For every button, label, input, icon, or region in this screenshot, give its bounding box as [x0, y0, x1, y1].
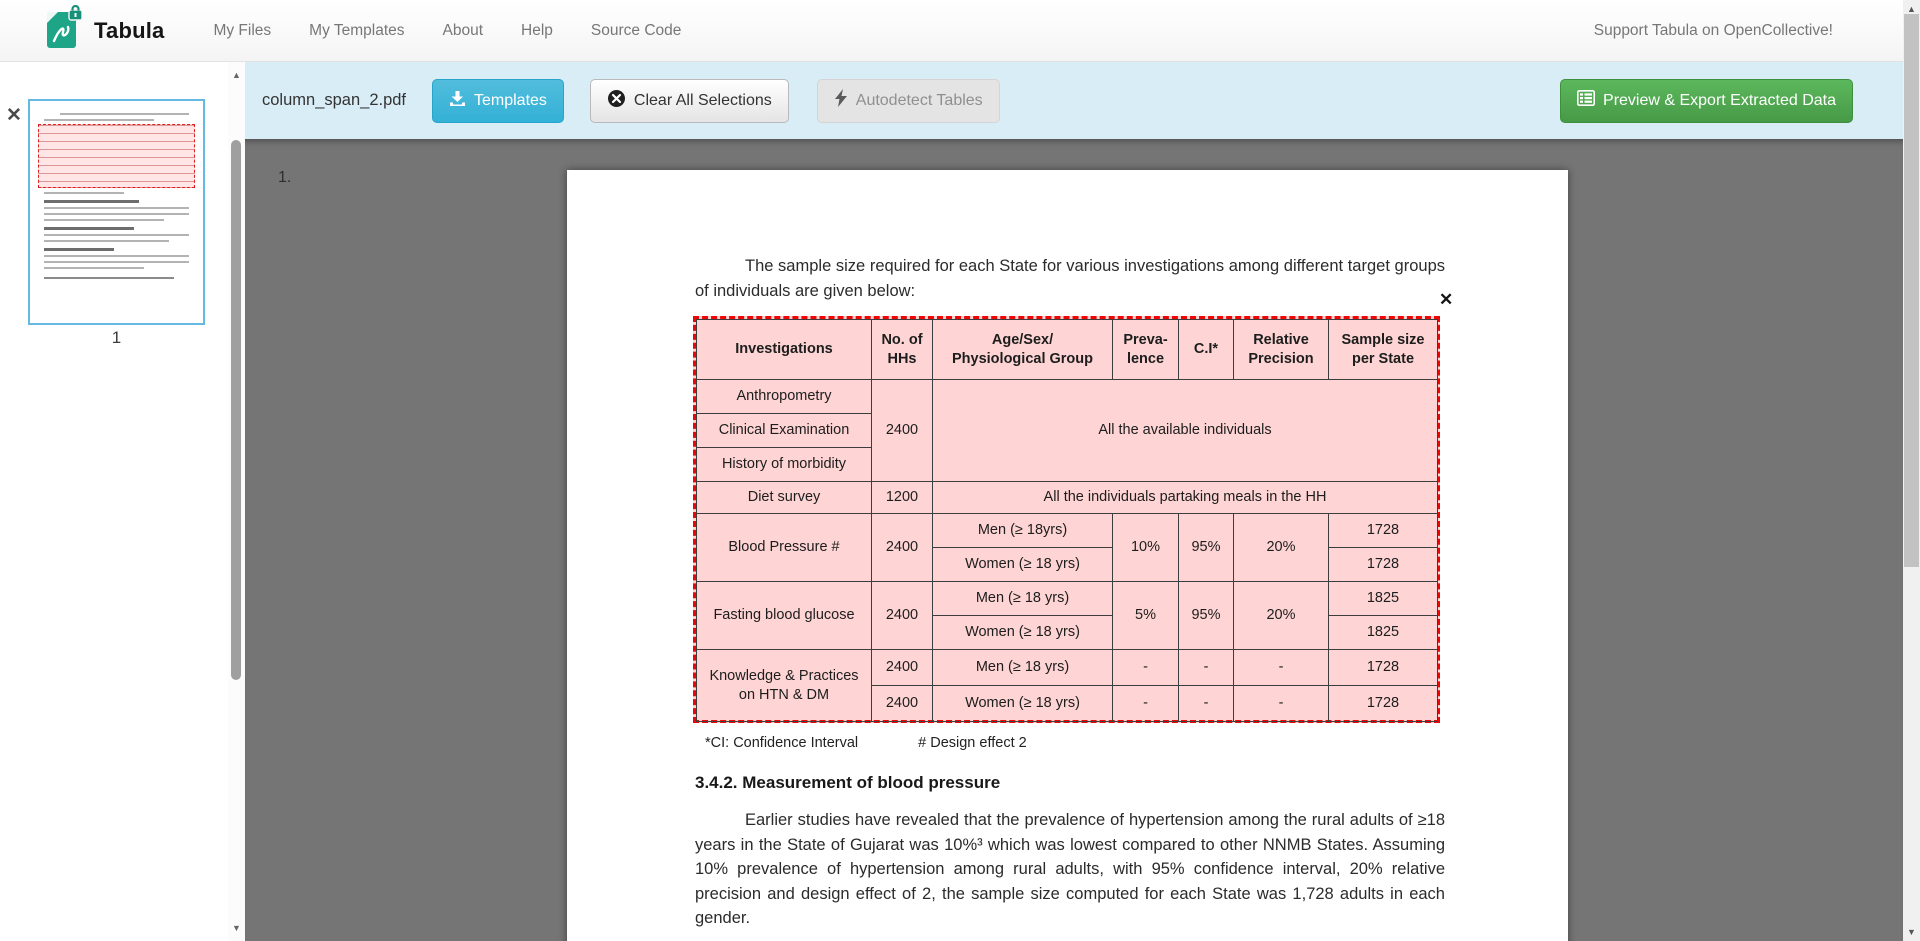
table-row: Fasting blood glucose 2400 Men (≥ 18 yrs…: [696, 581, 1438, 650]
page-thumbnail[interactable]: [28, 99, 205, 325]
thumb-heading-line: [44, 248, 114, 251]
remove-file-icon[interactable]: ✕: [6, 105, 22, 126]
templates-button[interactable]: Templates: [432, 78, 564, 123]
thumb-text-line: [44, 207, 189, 209]
thumb-text-line: [44, 240, 169, 242]
table-selection-region[interactable]: Investigations No. of HHs Age/Sex/ Physi…: [693, 316, 1440, 723]
table-row: Women (≥ 18 yrs) 1825: [697, 615, 1438, 650]
pdf-canvas-area: 1. The sample size required for each Sta…: [245, 139, 1903, 941]
nav-help[interactable]: Help: [521, 21, 553, 39]
window-scroll-up-icon[interactable]: ▲: [1907, 4, 1916, 14]
support-link[interactable]: Support Tabula on OpenCollective!: [1593, 21, 1833, 39]
table-row: History of morbidity: [696, 447, 1438, 482]
sidebar-scroll-down-icon[interactable]: ▼: [232, 923, 241, 933]
thumb-selection-preview: [38, 124, 195, 188]
selection-close-icon[interactable]: ✕: [1439, 290, 1454, 309]
window-scrollbar-thumb[interactable]: [1904, 14, 1919, 567]
table-row: 2400 Women (≥ 18 yrs) - - - 1728: [697, 685, 1438, 722]
table-row: Blood Pressure # 2400 Men (≥ 18yrs) 10% …: [696, 513, 1438, 582]
nav-source-code[interactable]: Source Code: [590, 21, 682, 39]
page-marker: 1.: [278, 169, 292, 186]
thumb-text-line: [44, 119, 154, 121]
window-scroll-down-icon[interactable]: ▼: [1907, 927, 1916, 937]
top-navbar: Tabula My Files My Templates About Help …: [0, 0, 1903, 62]
pdf-page[interactable]: The sample size required for each State …: [567, 170, 1568, 941]
tabula-pdf-logo-icon: [44, 4, 84, 56]
thumb-text-line: [44, 261, 189, 263]
thumb-heading-line: [44, 200, 139, 203]
table-row: Knowledge & Practices on HTN & DM 2400 M…: [696, 649, 1438, 722]
thumb-text-line: [44, 219, 164, 221]
clear-all-selections-button[interactable]: Clear All Selections: [589, 78, 789, 123]
section-heading: 3.4.2. Measurement of blood pressure: [695, 773, 1001, 792]
nav-my-files[interactable]: My Files: [213, 21, 272, 39]
thumb-text-line: [44, 234, 189, 236]
document-filename: column_span_2.pdf: [262, 91, 407, 109]
nav-about[interactable]: About: [442, 21, 484, 39]
thumb-text-line: [44, 267, 144, 269]
thumb-text-line: [44, 255, 189, 257]
table-row: Anthropometry 2400 All the available ind…: [696, 379, 1438, 482]
table-header-row: Investigations No. of HHs Age/Sex/ Physi…: [696, 319, 1438, 380]
table-row: Clinical Examination: [696, 413, 1438, 448]
pdf-intro-text: The sample size required for each State …: [695, 257, 1445, 300]
brand-title: Tabula: [94, 17, 165, 43]
thumb-text-line: [60, 113, 189, 115]
pdf-body-paragraph: Earlier studies have revealed that the p…: [695, 811, 1445, 927]
thumb-text-line: [44, 213, 189, 215]
table-list-icon: [1577, 90, 1596, 111]
sidebar-scroll-up-icon[interactable]: ▲: [232, 70, 241, 80]
table-row: Diet survey 1200 All the individuals par…: [696, 481, 1438, 514]
thumb-footer-line: [44, 277, 174, 279]
window-scrollbar[interactable]: ▲ ▼: [1903, 0, 1920, 941]
lightning-bolt-icon: [834, 89, 848, 112]
sidebar-scrollbar-thumb[interactable]: [231, 140, 241, 680]
thumb-heading-line: [44, 227, 134, 230]
nav-links: My Files My Templates About Help Source …: [194, 0, 700, 62]
preview-export-button[interactable]: Preview & Export Extracted Data: [1560, 78, 1853, 123]
sidebar-scrollbar[interactable]: ▲ ▼: [228, 62, 245, 941]
thumbnail-page-number: 1: [111, 328, 122, 347]
remove-circle-icon: [607, 89, 626, 113]
save-template-icon: [449, 90, 466, 112]
document-toolbar: column_span_2.pdf Templates Clear All Se…: [245, 62, 1903, 139]
autodetect-tables-button[interactable]: Autodetect Tables: [816, 78, 1000, 123]
thumb-text-line: [44, 192, 124, 194]
nav-my-templates[interactable]: My Templates: [309, 21, 405, 39]
page-thumbnails-sidebar: ✕ 1: [0, 62, 245, 941]
table-footnote: *CI: Confidence Interval # Design effect …: [705, 735, 1027, 751]
tabula-brand[interactable]: Tabula: [44, 4, 165, 56]
pdf-data-table: Investigations No. of HHs Age/Sex/ Physi…: [696, 319, 1438, 722]
